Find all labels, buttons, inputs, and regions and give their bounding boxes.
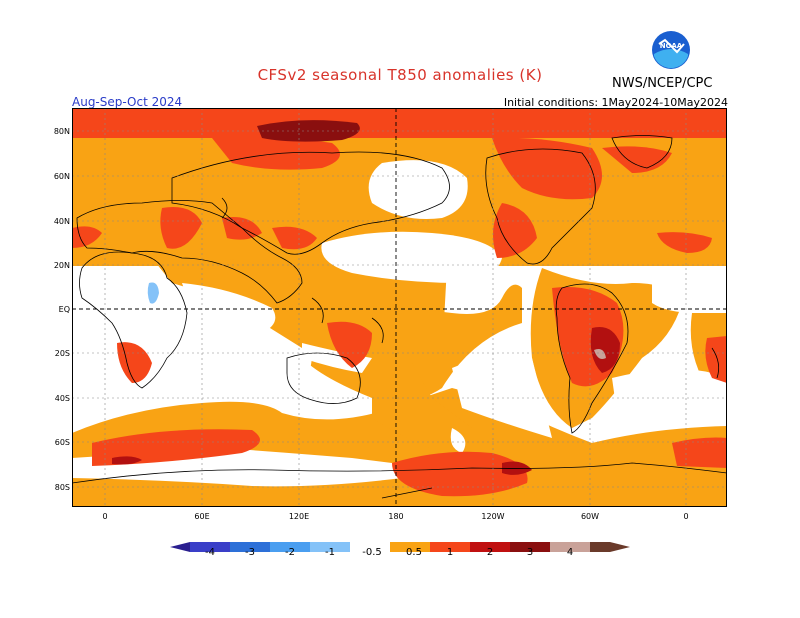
logo-text: NOAA	[660, 42, 683, 50]
lon-label: 60E	[194, 512, 210, 521]
legend-swatch	[430, 542, 470, 552]
initial-conditions: Initial conditions: 1May2024-10May2024	[503, 96, 728, 109]
legend-label: -4	[205, 547, 215, 558]
lat-label: 20N	[53, 261, 70, 270]
lon-label: 120E	[288, 512, 310, 521]
agency-label: NWS/NCEP/CPC	[612, 76, 713, 91]
anomaly-map	[72, 108, 727, 507]
lat-label: 60N	[53, 172, 70, 181]
lat-label: 40S	[54, 394, 70, 403]
lat-label: 20S	[54, 349, 70, 358]
anomaly-darkred-regions	[112, 327, 620, 475]
legend-swatch	[230, 542, 270, 552]
legend-swatch	[310, 542, 350, 552]
lat-label: 80S	[54, 483, 70, 492]
legend-swatch	[390, 542, 430, 552]
lon-label: 0	[683, 512, 689, 521]
lon-label: 120W	[481, 512, 505, 521]
legend-swatch	[470, 542, 510, 552]
legend-swatch	[190, 542, 230, 552]
legend-label: -0.5	[362, 547, 382, 558]
legend-swatch	[350, 542, 390, 552]
anomaly-red-regions	[72, 108, 727, 497]
lon-label: 60W	[580, 512, 600, 521]
lat-label: 40N	[53, 217, 70, 226]
legend-label: -1	[325, 547, 335, 558]
lat-label: 60S	[54, 438, 70, 447]
legend-swatch	[270, 542, 310, 552]
graticule	[72, 108, 727, 507]
legend-label: -2	[285, 547, 295, 558]
legend-label: 1	[446, 547, 454, 558]
color-legend	[170, 542, 630, 552]
equator-dateline	[72, 108, 727, 507]
legend-label: 0.5	[406, 547, 422, 558]
lat-label: EQ	[58, 305, 70, 314]
lon-label: 0	[102, 512, 108, 521]
legend-label: 3	[526, 547, 534, 558]
anomaly-pink-region	[594, 349, 606, 359]
lat-label: 80N	[53, 127, 70, 136]
anomaly-lightblue-region	[147, 282, 159, 304]
lon-label: 180	[388, 512, 404, 521]
forecast-period: Aug-Sep-Oct 2024	[72, 95, 183, 109]
legend-swatch	[550, 542, 590, 552]
noaa-logo-icon: NOAA	[652, 31, 690, 69]
legend-label: -3	[245, 547, 255, 558]
page-title: CFSv2 seasonal T850 anomalies (K)	[257, 66, 543, 84]
legend-swatch	[510, 542, 550, 552]
legend-label: 2	[486, 547, 494, 558]
near-normal-regions	[72, 160, 715, 487]
coastlines	[72, 135, 727, 499]
legend-label: 4	[566, 547, 574, 558]
legend-swatch	[590, 542, 630, 552]
legend-swatch	[170, 542, 190, 552]
